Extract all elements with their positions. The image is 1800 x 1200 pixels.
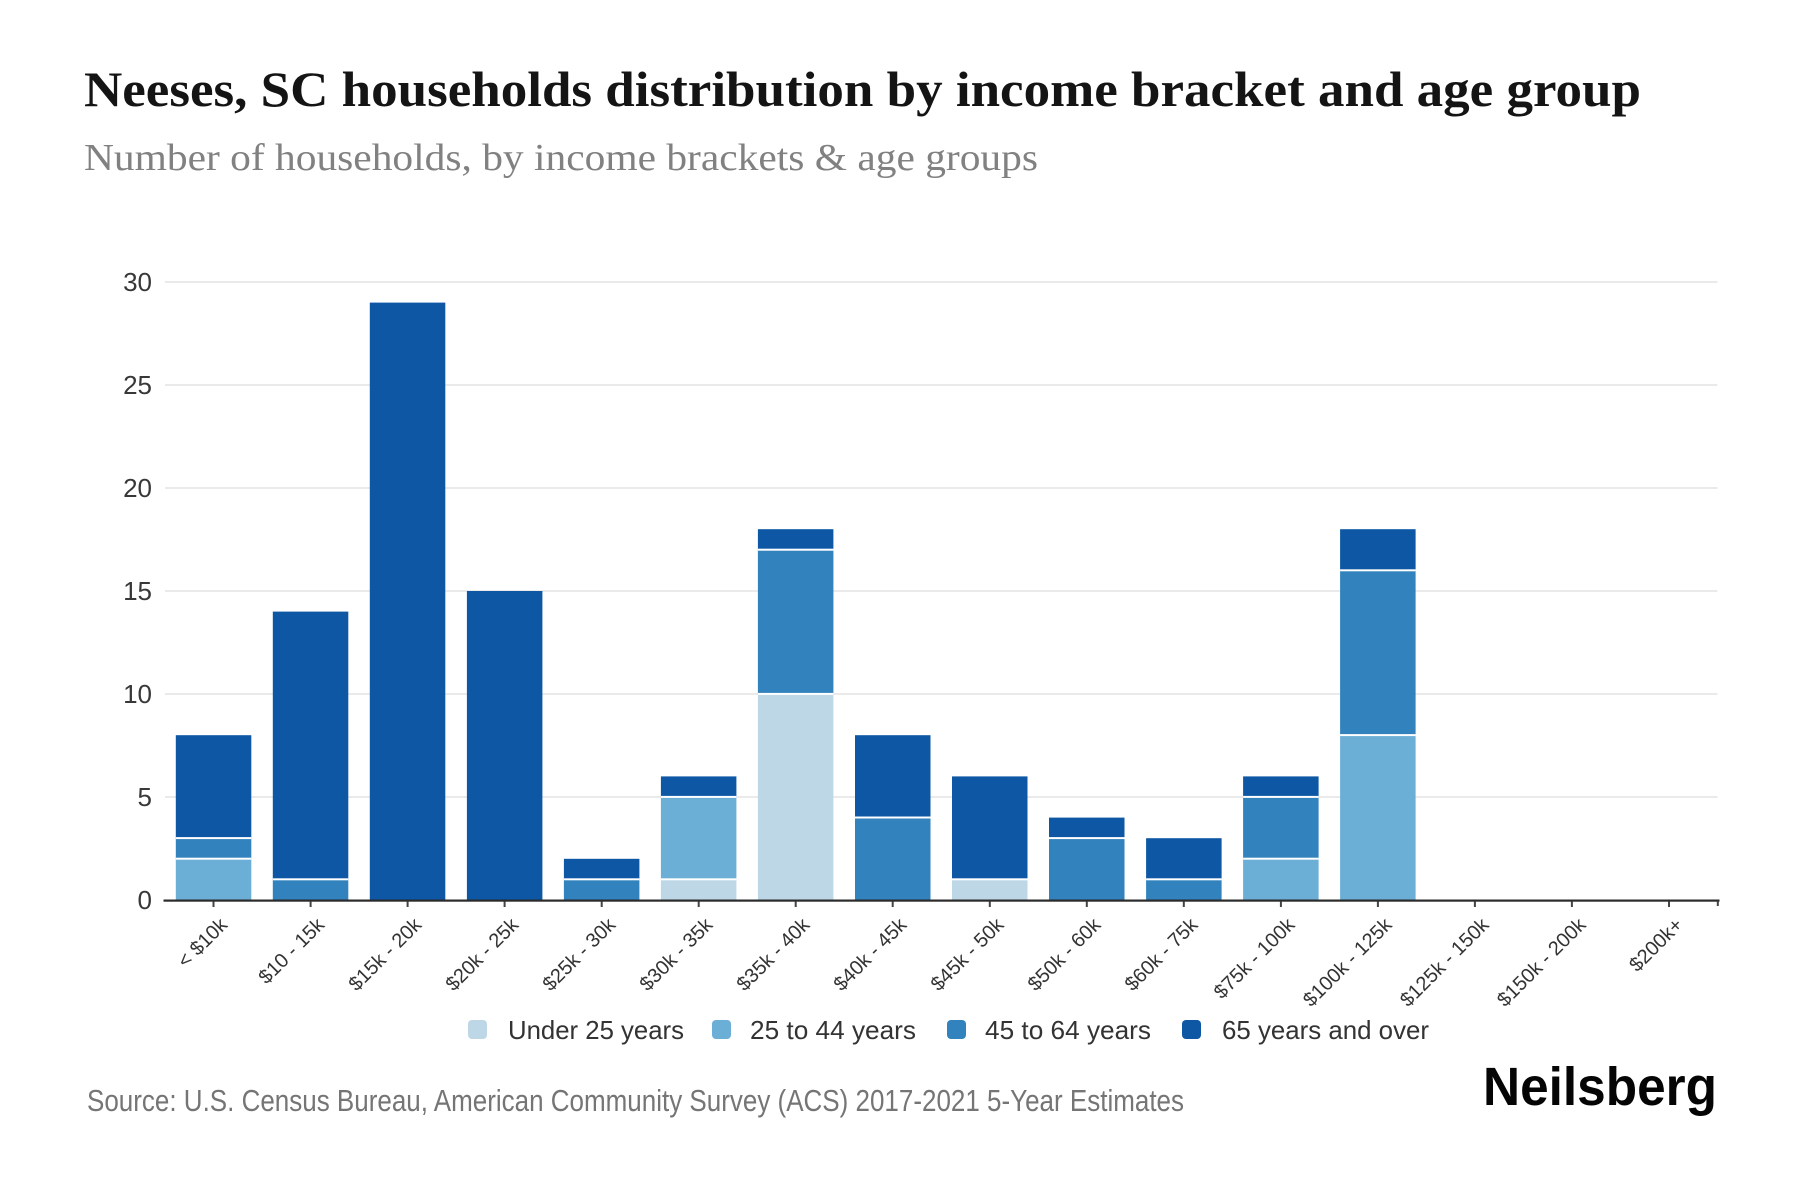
svg-text:45 to 64 years: 45 to 64 years (985, 1015, 1151, 1045)
svg-text:5: 5 (138, 782, 152, 812)
svg-text:Number of households, by incom: Number of households, by income brackets… (84, 137, 1038, 179)
svg-text:Source: U.S. Census Bureau, Am: Source: U.S. Census Bureau, American Com… (87, 1083, 1184, 1118)
svg-text:10: 10 (123, 679, 152, 709)
svg-text:30: 30 (123, 267, 152, 297)
svg-text:15: 15 (123, 576, 152, 606)
svg-text:65 years and over: 65 years and over (1222, 1015, 1429, 1045)
svg-text:20: 20 (123, 473, 152, 503)
svg-text:Under 25 years: Under 25 years (508, 1015, 684, 1045)
svg-text:Neilsberg: Neilsberg (1483, 1057, 1717, 1117)
svg-text:0: 0 (138, 885, 152, 915)
svg-text:25 to 44 years: 25 to 44 years (750, 1015, 916, 1045)
svg-text:Neeses, SC households distribu: Neeses, SC households distribution by in… (84, 61, 1641, 117)
svg-text:25: 25 (123, 370, 152, 400)
